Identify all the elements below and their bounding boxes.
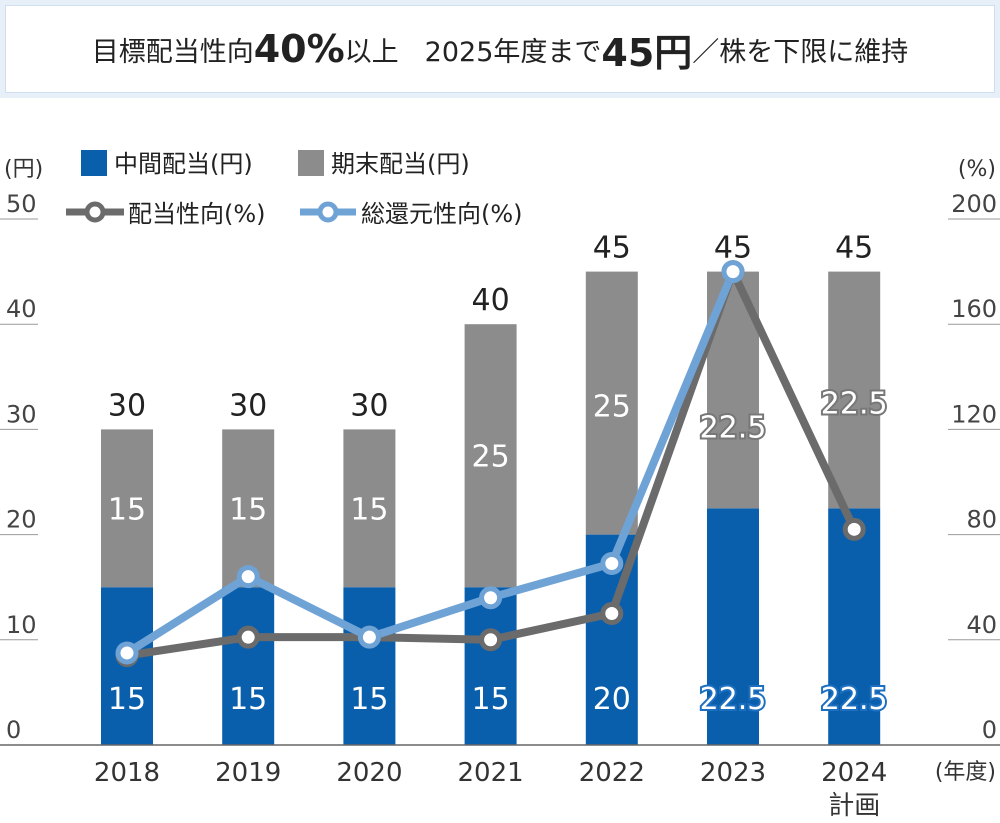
bar-interim-dividend [707,508,759,745]
right-tick-label: 120 [951,400,997,428]
year-end-value-label: 25 [472,440,510,475]
total-return-ratio-point [479,586,503,610]
x-category-label: 2024 [821,758,887,788]
left-tick-label: 20 [6,506,37,534]
headline-part1: 目標配当性向 [91,36,254,68]
interim-value-label: 15 [350,682,388,717]
headline-dividend-floor: 45円 [601,30,693,75]
bar-total-label: 30 [350,388,388,423]
legend-swatch-interim [81,150,107,176]
bar-total-label: 40 [472,283,510,318]
legend-marker-total-return [317,201,339,223]
bar-year-end-dividend [828,271,881,509]
legend-marker-payout [84,201,106,223]
interim-value-label: 22.5 [700,682,767,717]
interim-value-label: 15 [472,682,510,717]
x-category-label: 2020 [336,758,402,788]
axes: 0 10 20 30 40 50 0 40 80 120 160 200 (円) (%) (年度) 2018 2… [0,157,1000,821]
right-tick-label: 160 [951,295,997,323]
total-return-ratio-point [600,552,624,576]
year-end-value-label: 22.5 [700,411,767,446]
bar-year-end-dividend [101,429,153,588]
total-return-ratio-point [236,565,260,589]
interim-value-label: 22.5 [821,682,888,717]
x-category-label: 2023 [700,758,766,788]
headline-banner: 目標配当性向 40% 以上 2025年度まで 45円 ／株を下限に維持 [0,0,1000,98]
legend-label-total-return: 総還元性向(%) [361,200,523,228]
legend-label-year-end: 期末配当(円) [331,150,470,178]
payout-ratio-point [479,628,503,652]
total-return-ratio-point [721,260,745,284]
x-axis-unit: (年度) [935,760,996,785]
interim-value-label: 15 [229,682,267,717]
total-return-ratio-point [115,641,139,665]
x-category-label: 2021 [458,758,524,788]
total-return-ratio-line [124,270,737,657]
right-tick-label: 0 [982,716,997,744]
payout-ratio-point [600,602,624,625]
bar-year-end-dividend [343,429,396,588]
bar-year-end-dividend [464,324,517,588]
headline-part4: 2025年度まで [424,36,602,68]
headline: 目標配当性向 40% 以上 2025年度まで 45円 ／株を下限に維持 [5,5,995,93]
x-category-sublabel: 計画 [828,791,880,821]
legend-swatch-year-end [298,150,324,176]
bar-total-label: 45 [593,231,631,266]
year-end-value-label: 15 [108,492,146,527]
bar-interim-dividend [222,587,275,745]
year-end-value-label: 25 [593,390,631,425]
headline-payout-target: 40% [253,27,345,71]
right-axis-unit: (%) [958,157,996,182]
headline-part6: ／株を下限に維持 [692,36,909,68]
labels: 30 30 30 40 45 45 45 15 15 15 15 15 15 15 25 20 25 22.5 22… [108,231,890,719]
left-tick-label: 40 [6,295,37,323]
x-category-label: 2019 [215,758,281,788]
right-tick-label: 40 [966,611,997,639]
year-end-value-label: 15 [350,492,388,527]
left-tick-label: 30 [6,400,37,428]
left-axis-unit: (円) [4,157,43,182]
bar-interim-dividend [464,587,517,745]
bar-interim-dividend [343,587,396,745]
left-tick-label: 10 [6,611,37,639]
bar-year-end-dividend [585,271,638,535]
right-tick-label: 80 [966,506,997,534]
legend-label-interim: 中間配当(円) [114,150,253,178]
left-tick-label: 0 [6,716,21,744]
bar-total-label: 30 [229,388,267,423]
legend-label-payout: 配当性向(%) [128,200,266,228]
bar-interim-dividend [828,508,881,745]
total-return-ratio-point [357,625,381,649]
x-category-label: 2022 [579,758,645,788]
year-end-value-label: 15 [229,492,267,527]
x-category-label: 2018 [94,758,160,788]
interim-value-label: 20 [593,682,631,717]
bar-total-label: 45 [714,231,752,266]
bar-total-label: 45 [835,231,873,266]
payout-ratio-point [236,625,260,649]
bar-year-end-dividend [222,429,275,588]
left-tick-label: 50 [6,190,37,218]
lines [115,260,866,668]
bar-total-label: 30 [108,388,146,423]
headline-part3: 以上 [344,36,399,68]
payout-ratio-point [842,517,866,541]
year-end-value-label: 22.5 [821,387,888,422]
interim-value-label: 15 [108,682,146,717]
legend: 中間配当(円) 期末配当(円) 配当性向(%) 総還元性向(%) [66,150,523,228]
right-tick-label: 200 [951,190,997,218]
